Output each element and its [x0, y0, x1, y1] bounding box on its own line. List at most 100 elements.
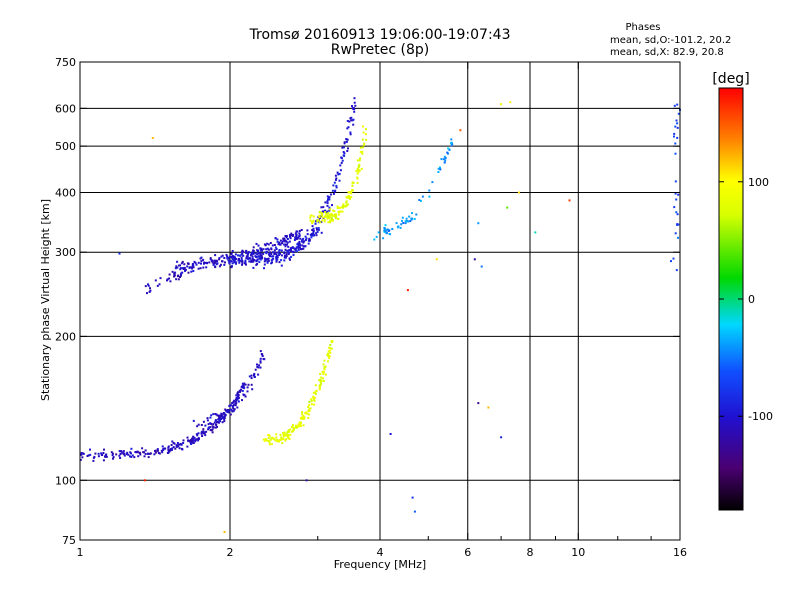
echo-point	[277, 251, 280, 254]
echo-point	[673, 135, 675, 138]
echo-point	[183, 266, 186, 269]
echo-point	[253, 258, 256, 261]
echo-point	[323, 219, 326, 221]
echo-point	[302, 424, 305, 427]
echo-point	[675, 198, 678, 201]
echo-point	[200, 424, 203, 426]
echo-point	[409, 220, 412, 223]
echo-point	[171, 447, 174, 450]
echo-point	[286, 250, 289, 253]
colorbar-ticks: 100 0 -100	[719, 176, 773, 423]
echo-point	[119, 457, 122, 459]
echo-point	[254, 255, 257, 258]
echo-point	[323, 368, 326, 371]
echo-point	[214, 261, 217, 264]
echo-point	[310, 234, 313, 237]
echo-point	[357, 171, 360, 174]
echo-point	[314, 222, 317, 225]
echo-point	[437, 171, 440, 173]
echo-point	[213, 421, 216, 424]
echo-point	[245, 263, 247, 266]
echo-point	[251, 251, 253, 254]
echo-point	[225, 253, 228, 256]
echo-point	[266, 261, 269, 264]
y-tick-label: 200	[55, 330, 76, 343]
echo-point	[324, 373, 327, 376]
echo-point	[213, 259, 216, 262]
echo-point	[281, 240, 284, 243]
echo-point	[350, 192, 352, 195]
y-tick-label: 400	[55, 186, 76, 199]
echo-point	[361, 150, 364, 153]
echo-point	[302, 237, 305, 240]
echo-point	[290, 232, 293, 235]
echo-point	[307, 405, 310, 408]
echo-point	[304, 245, 307, 248]
echo-point	[281, 437, 284, 440]
echo-point	[322, 380, 325, 383]
echo-point	[202, 266, 205, 269]
echo-point	[269, 242, 272, 244]
echo-point	[352, 123, 355, 126]
echo-point	[329, 221, 332, 224]
echo-point	[439, 168, 442, 171]
echo-point	[355, 169, 358, 172]
echo-point	[118, 450, 121, 452]
echo-point	[335, 184, 338, 187]
y-tick-label: 500	[55, 140, 76, 153]
echo-point	[174, 447, 177, 450]
echo-point	[188, 439, 191, 442]
echo-point	[209, 257, 212, 260]
echo-point	[256, 262, 259, 265]
echo-point	[197, 432, 200, 435]
echo-point	[310, 403, 313, 406]
echo-point	[217, 414, 220, 417]
echo-point	[306, 229, 309, 232]
echo-point	[328, 347, 331, 350]
echo-point	[158, 452, 161, 455]
echo-point	[173, 272, 176, 275]
echo-point	[299, 425, 302, 428]
echo-point	[356, 172, 359, 175]
echo-point	[312, 232, 315, 235]
echo-point	[670, 260, 672, 263]
echo-point	[290, 430, 293, 433]
echo-point	[389, 433, 392, 435]
echo-point	[318, 388, 321, 391]
echo-point	[234, 404, 237, 407]
echo-point	[244, 383, 247, 386]
echo-point	[674, 180, 677, 183]
echo-point	[328, 349, 331, 352]
echo-point	[216, 262, 219, 265]
echo-point	[168, 277, 171, 280]
echo-point	[297, 247, 300, 250]
echo-point	[137, 455, 140, 458]
echo-point	[178, 447, 181, 450]
echo-point	[112, 456, 115, 459]
echo-point	[176, 266, 179, 269]
echo-point	[305, 237, 308, 240]
echo-point	[82, 452, 85, 455]
echo-point	[280, 436, 283, 439]
echo-point	[387, 230, 390, 232]
echo-point	[240, 388, 242, 391]
echo-point	[282, 237, 285, 240]
echo-point	[212, 426, 215, 429]
echo-point	[415, 213, 418, 216]
echo-point	[131, 454, 134, 457]
echo-point	[437, 167, 440, 170]
echo-point	[320, 220, 323, 223]
echo-point	[176, 444, 179, 447]
echo-point	[676, 122, 679, 125]
echo-point	[200, 256, 203, 259]
echo-point	[350, 196, 353, 199]
echo-point	[487, 406, 490, 409]
echo-point	[246, 390, 249, 393]
echo-point	[245, 252, 248, 254]
echo-point	[296, 237, 299, 240]
echo-point	[278, 241, 281, 244]
echo-point	[197, 261, 200, 264]
echo-point	[223, 416, 226, 419]
echo-point	[301, 244, 304, 247]
echo-point	[191, 437, 194, 440]
